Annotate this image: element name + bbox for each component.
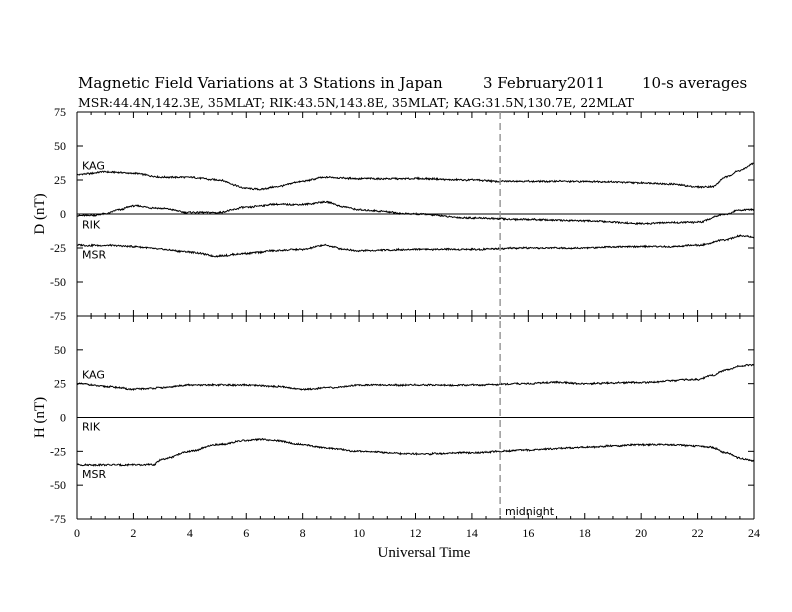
x-tick-label: 2 <box>130 526 136 540</box>
x-tick-label: 6 <box>243 526 249 540</box>
series-line-kag-panel-2 <box>76 363 755 391</box>
chart-subtitle: MSR:44.4N,142.3E, 35MLAT; RIK:43.5N,143.… <box>78 95 635 110</box>
y-axis-title-panel-2: H (nT) <box>32 397 48 438</box>
x-tick-label: 12 <box>410 526 422 540</box>
series-label-kag-panel-1: KAG <box>82 160 105 173</box>
y-tick-label-panel-2: -50 <box>50 478 66 492</box>
x-tick-label: 14 <box>466 526 478 540</box>
y-tick-label-panel-1: -25 <box>50 241 66 255</box>
x-tick-label: 4 <box>187 526 193 540</box>
series-line-msr-panel-2 <box>76 437 755 467</box>
series-line-kag-panel-1 <box>76 162 754 191</box>
y-tick-label-panel-1: 50 <box>54 139 66 153</box>
y-tick-label-panel-1: 0 <box>60 207 66 221</box>
x-tick-label: 8 <box>300 526 306 540</box>
series-label-kag-panel-2: KAG <box>82 369 105 382</box>
series-line-msr-panel-1 <box>76 234 755 258</box>
x-axis-title: Universal Time <box>378 545 471 561</box>
y-tick-label-panel-2: -25 <box>50 444 66 458</box>
series-label-rik-panel-1: RIK <box>82 218 101 231</box>
y-tick-label-panel-1: -50 <box>50 275 66 289</box>
chart-title: Magnetic Field Variations at 3 Stations … <box>78 74 443 92</box>
x-tick-label: 18 <box>579 526 591 540</box>
midnight-annotation: midnight <box>505 505 555 518</box>
y-tick-label-panel-1: 75 <box>54 105 66 119</box>
series-line-rik-panel-1 <box>77 200 755 226</box>
y-tick-label-panel-2: -75 <box>50 512 66 526</box>
y-tick-label-panel-2: 0 <box>60 411 66 425</box>
y-tick-label-panel-2: 50 <box>54 343 66 357</box>
x-tick-label: 16 <box>522 526 534 540</box>
x-tick-label: 10 <box>353 526 365 540</box>
y-tick-label-panel-1: 25 <box>54 173 66 187</box>
x-tick-label: 20 <box>635 526 647 540</box>
series-label-msr-panel-1: MSR <box>82 248 106 261</box>
x-tick-label: 22 <box>692 526 704 540</box>
y-tick-label-panel-1: -75 <box>50 309 66 323</box>
series-label-msr-panel-2: MSR <box>82 468 106 481</box>
x-tick-label: 24 <box>748 526 760 540</box>
x-tick-label: 0 <box>74 526 80 540</box>
chart-date: 3 February2011 <box>483 74 605 92</box>
y-tick-label-panel-2: 25 <box>54 377 66 391</box>
y-axis-title-panel-1: D (nT) <box>32 193 48 234</box>
series-label-rik-panel-2: RIK <box>82 421 101 434</box>
plot-area: 75 50 25 0 -25 -50 -75 D (nT) KAG RIK MSR 50 25 0 -25 -… <box>32 105 760 540</box>
chart-averaging: 10-s averages <box>642 74 747 92</box>
